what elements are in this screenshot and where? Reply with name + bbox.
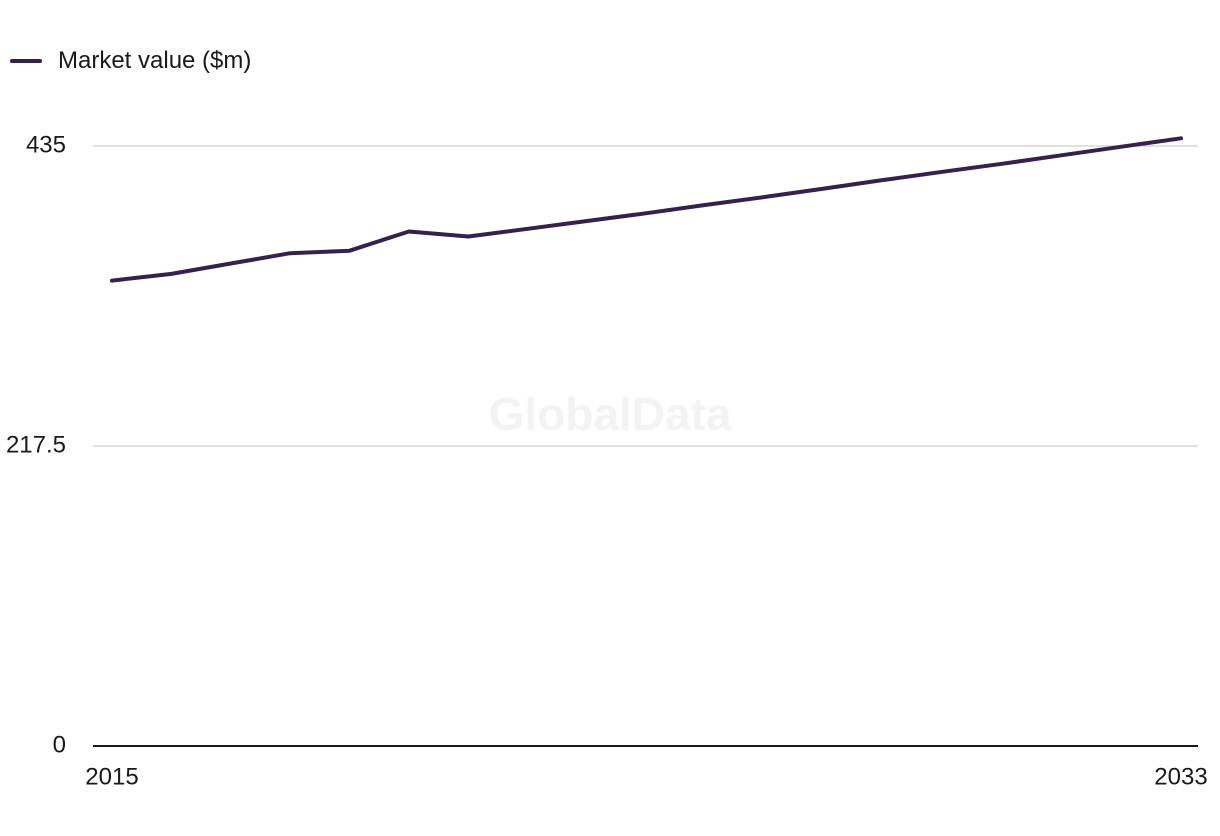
watermark: GlobalData bbox=[489, 388, 732, 440]
legend-label: Market value ($m) bbox=[58, 47, 252, 74]
y-axis-tick-labels: 0 217.5 435 bbox=[6, 131, 66, 758]
series-line bbox=[110, 136, 1183, 283]
series-layer bbox=[110, 136, 1183, 283]
chart-legend: Market value ($m) bbox=[10, 46, 251, 76]
y-tick-label: 0 bbox=[53, 731, 66, 758]
x-tick-label: 2015 bbox=[85, 763, 138, 790]
y-tick-label: 435 bbox=[26, 131, 66, 158]
x-axis-tick-labels: 2015 2033 bbox=[85, 763, 1207, 790]
grid-lines bbox=[93, 145, 1198, 447]
legend-swatch bbox=[10, 59, 42, 63]
y-tick-label: 217.5 bbox=[6, 431, 66, 458]
x-tick-label: 2033 bbox=[1154, 763, 1207, 790]
